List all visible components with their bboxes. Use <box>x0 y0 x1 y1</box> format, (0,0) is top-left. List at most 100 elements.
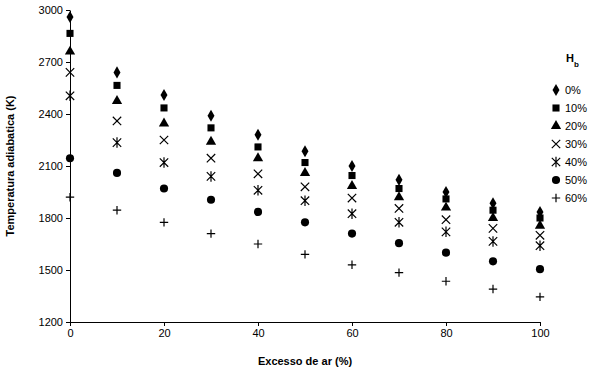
tick-mark <box>66 114 70 115</box>
point <box>112 95 122 104</box>
point <box>255 129 262 141</box>
tick-mark <box>66 166 70 167</box>
point <box>254 170 262 178</box>
point <box>207 154 215 162</box>
point <box>348 172 355 179</box>
tick-label: 0 <box>67 327 73 339</box>
point <box>113 82 120 89</box>
point <box>395 217 403 228</box>
tick-label: 2100 <box>39 160 63 172</box>
point <box>536 293 544 301</box>
point <box>206 136 216 145</box>
series <box>65 46 545 229</box>
tick-label: 20 <box>158 327 170 339</box>
tick-label: 60 <box>346 327 358 339</box>
point <box>113 169 121 177</box>
point <box>395 268 403 276</box>
point <box>113 206 121 214</box>
point <box>254 240 262 248</box>
point <box>113 117 121 125</box>
legend-item: 60% <box>552 192 587 204</box>
point <box>66 91 74 102</box>
tick-mark <box>66 218 70 219</box>
point <box>535 220 545 229</box>
legend-item: 50% <box>552 174 587 186</box>
tick-label: 2700 <box>39 56 63 68</box>
legend-marker <box>552 194 560 202</box>
tick-mark <box>446 322 447 326</box>
point <box>208 110 215 122</box>
point <box>254 208 262 216</box>
point <box>396 174 403 186</box>
point <box>489 257 497 265</box>
point <box>160 218 168 226</box>
point <box>488 212 498 221</box>
point <box>302 145 309 157</box>
tick: 100 <box>531 322 549 339</box>
tick: 2700 <box>39 56 70 68</box>
tick-label: 80 <box>440 327 452 339</box>
legend-marker <box>551 120 561 129</box>
point <box>442 249 450 257</box>
series <box>66 193 544 301</box>
point <box>301 195 309 206</box>
point <box>348 230 356 238</box>
point <box>348 208 356 219</box>
tick-label: 1500 <box>39 264 63 276</box>
point <box>442 227 450 238</box>
legend-marker <box>553 84 560 96</box>
x-axis-title: Excesso de ar (%) <box>258 355 352 367</box>
tick-mark <box>258 322 259 326</box>
point <box>395 204 403 212</box>
tick-mark <box>352 322 353 326</box>
point <box>395 185 402 192</box>
tick-label: 100 <box>531 327 549 339</box>
point <box>347 180 357 189</box>
legend-label: 0% <box>565 84 581 96</box>
point <box>254 185 262 196</box>
point <box>114 66 121 78</box>
point <box>253 152 263 161</box>
legend-label: 30% <box>565 138 587 150</box>
point <box>301 183 309 191</box>
tick-mark <box>66 322 70 323</box>
tick: 1500 <box>39 264 70 276</box>
series <box>67 11 544 218</box>
series <box>66 68 544 239</box>
point <box>159 118 169 127</box>
point <box>160 157 168 168</box>
tick: 80 <box>440 322 452 339</box>
tick: 20 <box>158 322 170 339</box>
tick-label: 2400 <box>39 108 63 120</box>
legend-label: 50% <box>565 174 587 186</box>
tick: 60 <box>346 322 358 339</box>
legend: Hb0%10%20%30%40%50%60% <box>551 52 587 204</box>
series <box>66 154 544 273</box>
point <box>207 171 215 182</box>
tick-label: 1200 <box>39 316 63 328</box>
tick-label: 3000 <box>39 4 63 16</box>
tick-mark <box>70 322 71 326</box>
point <box>66 193 74 201</box>
point <box>442 195 449 202</box>
legend-marker <box>552 104 559 111</box>
legend-label: 10% <box>565 102 587 114</box>
point <box>536 231 544 239</box>
point <box>66 154 74 162</box>
y-axis-title: Temperatura adiabatica (K) <box>4 95 16 236</box>
legend-marker <box>552 140 560 148</box>
tick-mark <box>66 62 70 63</box>
point <box>160 184 168 192</box>
point <box>442 216 450 224</box>
point <box>160 104 167 111</box>
tick: 0 <box>67 322 73 339</box>
point <box>66 30 73 37</box>
point <box>442 277 450 285</box>
legend-marker <box>552 157 560 168</box>
point <box>348 261 356 269</box>
point <box>349 160 356 172</box>
point <box>160 136 168 144</box>
point <box>113 137 121 148</box>
tick-mark <box>66 10 70 11</box>
point <box>207 196 215 204</box>
